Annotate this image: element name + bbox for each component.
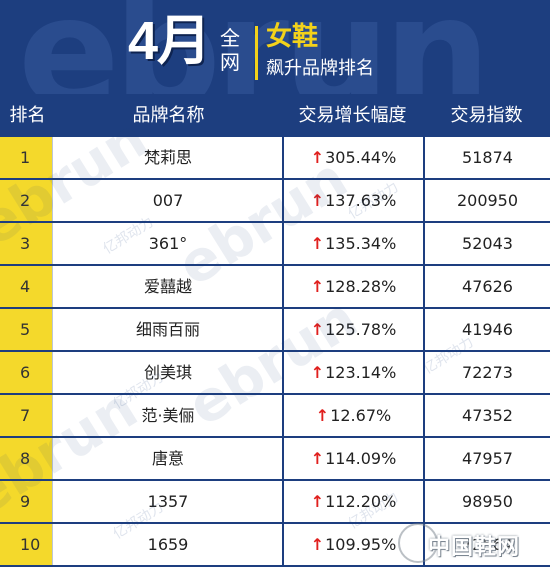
growth-cell: ↑125.78% <box>282 309 423 350</box>
brand-cell: 梵莉思 <box>52 137 283 178</box>
up-arrow-icon: ↑ <box>310 535 325 554</box>
table-row: 6 创美琪 ↑123.14% 72273 <box>0 352 550 395</box>
growth-cell: ↑123.14% <box>282 352 423 393</box>
index-cell: 41946 <box>423 309 550 350</box>
site-logo: 中国鞋网 <box>398 523 548 563</box>
rank-cell: 5 <box>0 309 52 350</box>
table-row: 5 细雨百丽 ↑125.78% 41946 <box>0 309 550 352</box>
growth-value: 128.28% <box>325 277 397 296</box>
brand-cell: 1659 <box>52 524 283 565</box>
up-arrow-icon: ↑ <box>310 191 325 210</box>
logo-emblem-icon <box>398 523 438 563</box>
rank-cell: 1 <box>0 137 52 178</box>
index-cell: 98950 <box>423 481 550 522</box>
brand-cell: 唐意 <box>52 438 283 479</box>
index-cell: 47352 <box>423 395 550 436</box>
index-cell: 47957 <box>423 438 550 479</box>
growth-cell: ↑112.20% <box>282 481 423 522</box>
table-row: 8 唐意 ↑114.09% 47957 <box>0 438 550 481</box>
header-growth: 交易增长幅度 <box>298 105 407 126</box>
growth-value: 114.09% <box>325 449 397 468</box>
growth-cell: ↑305.44% <box>282 137 423 178</box>
growth-cell: ↑114.09% <box>282 438 423 479</box>
rank-cell: 6 <box>0 352 52 393</box>
table-row: 1 梵莉思 ↑305.44% 51874 <box>0 137 550 180</box>
brand-cell: 爱囍越 <box>52 266 283 307</box>
growth-value: 12.67% <box>330 406 392 425</box>
ranking-table: 1 梵莉思 ↑305.44% 51874 2 007 ↑137.63% 2009… <box>0 137 550 567</box>
brand-cell: 007 <box>52 180 283 221</box>
rank-cell: 7 <box>0 395 52 436</box>
rank-cell: 9 <box>0 481 52 522</box>
table-row: 2 007 ↑137.63% 200950 <box>0 180 550 223</box>
index-cell: 52043 <box>423 223 550 264</box>
table-row: 3 361° ↑135.34% 52043 <box>0 223 550 266</box>
scope-label: 全网 <box>220 26 240 74</box>
up-arrow-icon: ↑ <box>310 449 325 468</box>
index-cell: 47626 <box>423 266 550 307</box>
up-arrow-icon: ↑ <box>310 277 325 296</box>
growth-value: 112.20% <box>325 492 397 511</box>
rank-cell: 2 <box>0 180 52 221</box>
brand-cell: 创美琪 <box>52 352 283 393</box>
growth-value: 125.78% <box>325 320 397 339</box>
rank-cell: 10 <box>0 524 52 565</box>
index-cell: 51874 <box>423 137 550 178</box>
brand-cell: 范·美俪 <box>52 395 283 436</box>
ranking-subtitle: 飙升品牌排名 <box>266 58 374 79</box>
table-row: 7 范·美俪 ↑12.67% 47352 <box>0 395 550 438</box>
up-arrow-icon: ↑ <box>310 363 325 382</box>
banner: ebrun 4月 全网 女鞋 飙升品牌排名 <box>0 0 550 94</box>
index-cell: 200950 <box>423 180 550 221</box>
up-arrow-icon: ↑ <box>315 406 330 425</box>
table-header: 排名 品牌名称 交易增长幅度 交易指数 <box>0 94 550 137</box>
brand-cell: 1357 <box>52 481 283 522</box>
rank-cell: 3 <box>0 223 52 264</box>
growth-cell: ↑12.67% <box>282 395 423 436</box>
growth-value: 109.95% <box>325 535 397 554</box>
table-row: 4 爱囍越 ↑128.28% 47626 <box>0 266 550 309</box>
banner-watermark: ebrun <box>18 0 491 94</box>
growth-value: 305.44% <box>325 148 397 167</box>
header-rank: 排名 <box>9 105 46 126</box>
table-row: 9 1357 ↑112.20% 98950 <box>0 481 550 524</box>
header-index: 交易指数 <box>450 105 523 126</box>
growth-value: 123.14% <box>325 363 397 382</box>
index-cell: 72273 <box>423 352 550 393</box>
up-arrow-icon: ↑ <box>310 492 325 511</box>
growth-cell: ↑135.34% <box>282 223 423 264</box>
month-label: 4月 <box>128 11 211 71</box>
growth-cell: ↑137.63% <box>282 180 423 221</box>
logo-text: 中国鞋网 <box>428 535 521 560</box>
rank-cell: 4 <box>0 266 52 307</box>
title-divider <box>255 26 258 80</box>
up-arrow-icon: ↑ <box>310 234 325 253</box>
rank-cell: 8 <box>0 438 52 479</box>
growth-cell: ↑128.28% <box>282 266 423 307</box>
brand-cell: 361° <box>52 223 283 264</box>
growth-value: 135.34% <box>325 234 397 253</box>
up-arrow-icon: ↑ <box>310 320 325 339</box>
brand-cell: 细雨百丽 <box>52 309 283 350</box>
growth-cell: ↑109.95% <box>282 524 423 565</box>
header-brand: 品牌名称 <box>132 105 205 126</box>
category-title: 女鞋 <box>266 22 319 52</box>
growth-value: 137.63% <box>325 191 397 210</box>
up-arrow-icon: ↑ <box>310 148 325 167</box>
